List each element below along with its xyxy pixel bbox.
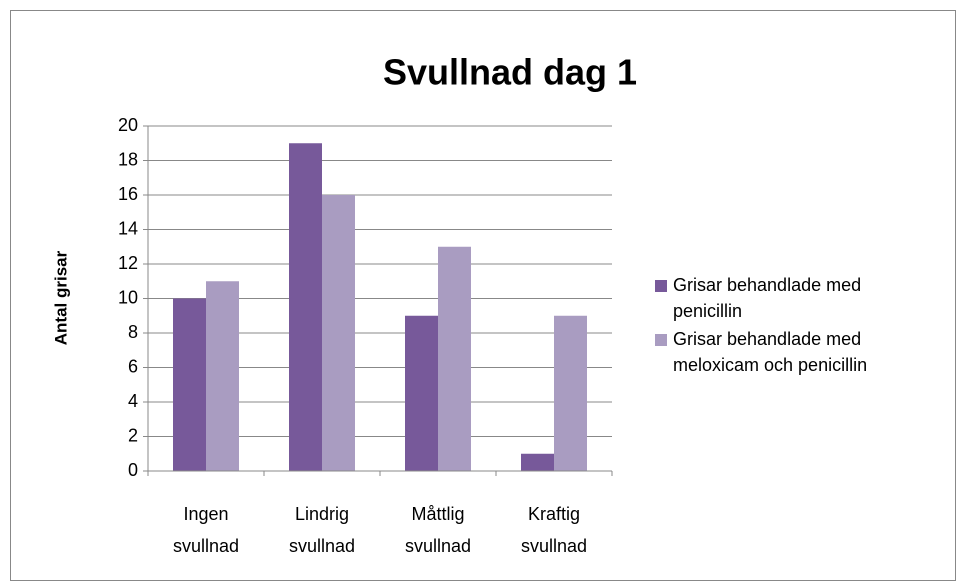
legend-label: Grisar behandlade med penicillin (673, 275, 861, 321)
bar (289, 143, 322, 471)
x-tick-label: Kraftig svullnad (521, 504, 587, 556)
bar (173, 298, 206, 471)
y-tick-label: 18 (118, 149, 138, 169)
legend-label: Grisar behandlade med meloxicam och penic… (673, 329, 867, 375)
y-tick-label: 2 (128, 425, 138, 445)
y-tick-label: 6 (128, 356, 138, 376)
y-tick-label: 16 (118, 184, 138, 204)
chart-border (10, 10, 956, 581)
bar (554, 315, 587, 471)
bar (438, 246, 471, 471)
y-tick-label: 12 (118, 253, 138, 273)
y-tick-label: 20 (118, 115, 138, 135)
y-tick-label: 4 (128, 391, 138, 411)
chart-title: Svullnad dag 1 (383, 52, 637, 93)
x-tick-label: Lindrig svullnad (289, 504, 355, 556)
bar (521, 453, 554, 471)
x-tick-label: Ingen svullnad (173, 504, 239, 556)
y-tick-label: 10 (118, 287, 138, 307)
x-tick-label: Måttlig svullnad (405, 504, 471, 556)
y-axis-label: Antal grisar (51, 250, 70, 345)
y-tick-label: 8 (128, 322, 138, 342)
bar (206, 281, 239, 471)
bar (322, 195, 355, 471)
y-tick-label: 14 (118, 218, 138, 238)
y-tick-label: 0 (128, 460, 138, 480)
bar (405, 315, 438, 471)
legend-swatch (655, 280, 667, 292)
legend-swatch (655, 334, 667, 346)
